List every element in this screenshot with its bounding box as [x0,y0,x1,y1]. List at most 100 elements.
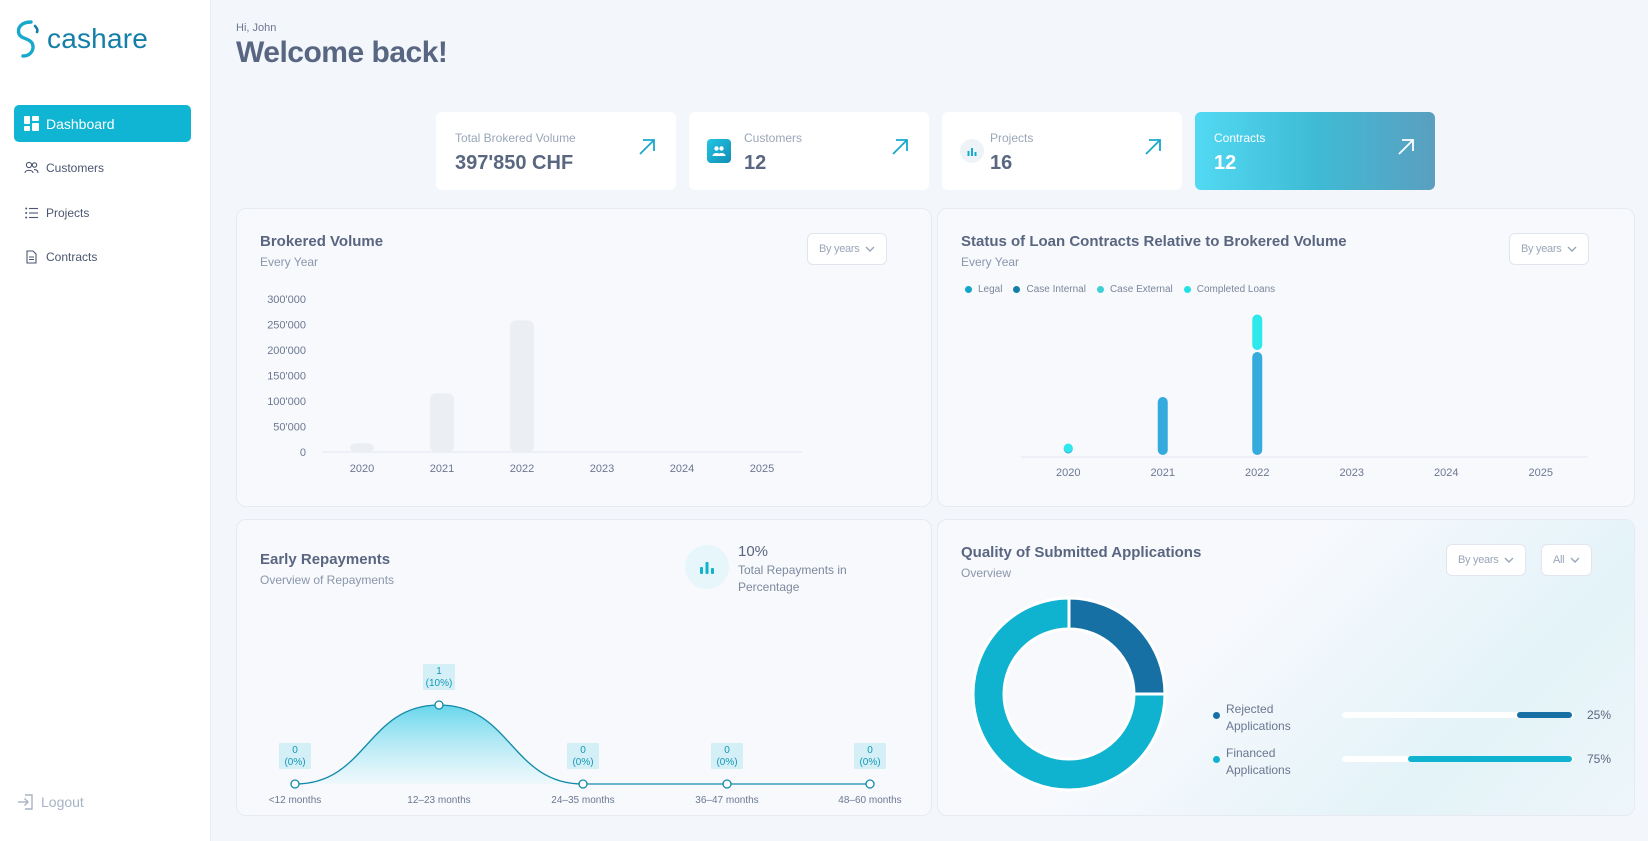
data-point [722,779,732,789]
kpi-card-projects[interactable]: Projects 16 [942,112,1182,190]
x-tick-label: 2020 [1056,467,1080,479]
kpi-card-contracts[interactable]: Contracts 12 [1195,112,1435,190]
x-tick-label: 2022 [1245,467,1269,479]
x-tick-label: 2023 [1340,467,1364,479]
legend-label: Case External [1109,284,1173,295]
panel-title: Brokered Volume [260,233,384,250]
legend-percent: 25% [1587,708,1612,722]
legend-item-completed-loans[interactable]: Completed Loans [1183,284,1276,295]
y-tick-label: 100'000 [267,396,306,408]
period-filter-dropdown[interactable]: By years [807,233,888,265]
area-line [294,704,870,785]
legend-dot [965,286,972,293]
progress-fill [1517,712,1572,718]
repayments-total-label: Total Repayments in Percentage [738,563,847,594]
sidebar-item-projects[interactable]: Projects [14,194,191,231]
kpi-card-customers[interactable]: Customers 12 [689,112,929,190]
legend-item-case-external[interactable]: Case External [1096,284,1173,295]
progress-track [1342,756,1574,762]
data-label-box [711,743,743,769]
sidebar: cashare Dashboard Customers Projects Con… [0,0,211,841]
x-tick-label: 2025 [1529,467,1553,479]
chevron-down-icon [1570,557,1580,563]
panel-title: Early Repayments [260,551,391,568]
arrow-up-right-icon [1145,139,1161,155]
kpi-label: Contracts [1214,131,1266,145]
y-tick-label: 250'000 [267,320,306,332]
y-tick-label: 300'000 [267,294,306,306]
x-tick-label: 48–60 months [838,795,901,806]
sidebar-item-customers[interactable]: Customers [14,149,191,186]
data-label-box [423,664,455,690]
panel-early-repayments: Early Repayments Overview of Repayments … [236,519,932,816]
data-label-box [279,743,311,769]
panel-brokered-volume: Brokered Volume Every Year By years 0 50'… [236,208,932,507]
legend-label: Case Internal [1026,284,1086,295]
application-quality-donut [971,596,1167,792]
bar-segment [1252,352,1263,455]
x-tick-label: 12–23 months [407,795,470,806]
kpi-value: 397'850 CHF [455,152,574,174]
x-tick-label: 2021 [430,463,454,475]
data-label-value: 0 [580,745,586,756]
sidebar-item-contracts[interactable]: Contracts [14,238,191,275]
quality-legend-financed: Financed Applications 75% [1212,745,1611,779]
legend-dot [1183,286,1191,293]
dropdown-value: By years [1458,554,1499,566]
legend-dot [1213,712,1220,719]
legend-label: Legal [978,284,1003,295]
kpi-value: 12 [1214,152,1237,174]
dropdown-value: All [1553,554,1565,566]
arrow-up-right-icon [892,139,908,155]
x-tick-label: 2024 [670,463,694,475]
donut-slice [1067,596,1167,696]
period-filter-dropdown[interactable]: By years [1509,233,1590,265]
panel-subtitle: Overview of Repayments [260,573,395,587]
document-icon [23,249,39,265]
kpi-value: 16 [990,152,1013,174]
sidebar-item-dashboard[interactable]: Dashboard [14,105,191,142]
legend-item-legal[interactable]: Legal [965,284,1002,295]
progress-fill [1408,756,1572,762]
sidebar-item-label: Customers [46,160,105,175]
scope-filter-dropdown[interactable]: All [1541,544,1593,576]
kpi-card-brokered-volume[interactable]: Total Brokered Volume 397'850 CHF [436,112,676,190]
panel-title: Status of Loan Contracts Relative to Bro… [961,233,1347,250]
x-tick-label: 2022 [510,463,534,475]
data-label-value: 0 [724,745,730,756]
legend-item-case-internal[interactable]: Case Internal [1013,284,1086,295]
panel-subtitle: Every Year [260,255,319,269]
y-tick-label: 50'000 [273,422,306,434]
panel-subtitle: Every Year [961,255,1020,269]
list-icon [23,205,39,221]
legend-label: Completed Loans [1196,284,1276,295]
logout-button[interactable]: Logout [17,793,84,811]
legend-label: Financed Applications [1226,746,1291,777]
data-label-box [854,743,886,769]
brokered-volume-chart: 0 50'000 100'000 150'000 200'000 250'000 300'0… [267,294,802,475]
sidebar-item-label: Contracts [46,249,98,264]
x-tick-label: 2021 [1151,467,1175,479]
x-tick-label: 2023 [590,463,614,475]
bar-chart-icon [685,545,729,589]
data-label-percent: (10%) [426,678,453,689]
sidebar-item-label: Projects [46,205,90,220]
data-label-percent: (0%) [859,757,880,768]
x-tick-label: 2020 [350,463,374,475]
progress-track [1342,712,1574,718]
data-point [434,700,444,710]
data-label-value: 0 [867,745,873,756]
donut-slice [971,596,1167,792]
dashboard-icon [23,116,39,132]
loan-status-chart: 2020 2021 2022 2023 2024 2025 [1021,314,1588,479]
legend-dot [1013,286,1021,293]
kpi-value: 12 [744,152,767,174]
arrow-up-right-icon [1398,139,1414,155]
period-filter-dropdown[interactable]: By years [1446,544,1527,576]
data-point [578,779,588,789]
dropdown-value: By years [1521,243,1562,255]
chevron-down-icon [865,246,875,252]
x-tick-label: 2025 [750,463,774,475]
logo[interactable]: cashare [13,18,148,60]
